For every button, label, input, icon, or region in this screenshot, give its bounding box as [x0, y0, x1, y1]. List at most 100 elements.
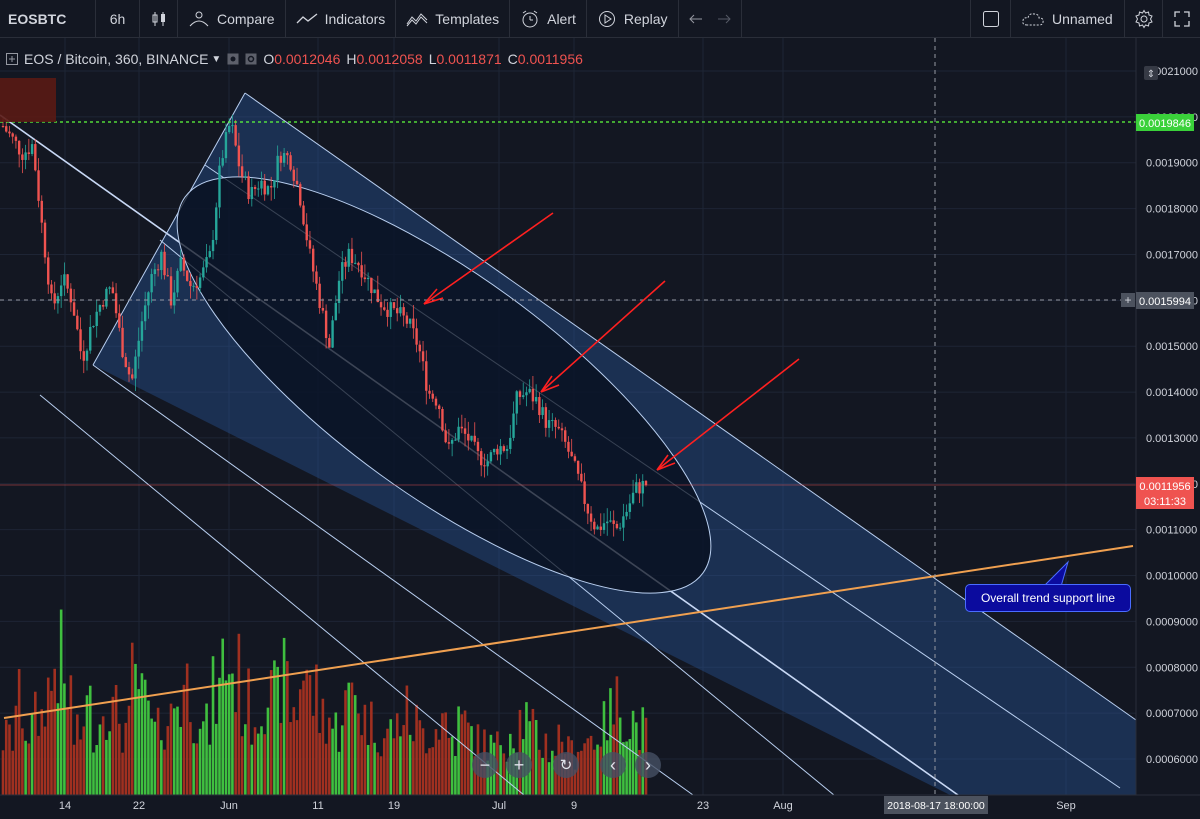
chart-svg[interactable]: 0.00210000.00200000.00190000.00180000.00…: [0, 38, 1200, 819]
candle-body: [218, 165, 221, 208]
replay-label: Replay: [623, 10, 668, 27]
candle-body: [631, 492, 635, 504]
candle-body: [599, 526, 602, 530]
compare-button[interactable]: Compare: [178, 0, 286, 38]
bar-countdown-label: 03:11:33: [1144, 496, 1186, 508]
volume-bar: [56, 703, 60, 795]
volume-bar: [415, 704, 418, 795]
scroll-right-button[interactable]: ›: [635, 752, 661, 778]
zoom-out-button[interactable]: −: [472, 752, 498, 778]
candle-body: [315, 271, 318, 284]
undo-icon[interactable]: [688, 13, 703, 25]
scroll-left-button[interactable]: ‹: [600, 752, 626, 778]
highlight-box[interactable]: [0, 78, 56, 122]
candle-body: [153, 269, 157, 275]
series-title[interactable]: EOS / Bitcoin, 360, BINANCE: [24, 51, 209, 67]
candle-body: [644, 480, 648, 486]
volume-bar: [609, 688, 612, 795]
volume-bar: [34, 691, 37, 795]
redo-icon[interactable]: [717, 13, 731, 25]
price-tick-label: 0.0008000: [1146, 662, 1198, 674]
price-ellipse[interactable]: [120, 108, 767, 662]
volume-bar: [431, 747, 435, 795]
volume-bar: [140, 673, 144, 795]
channel-top-line[interactable]: [244, 92, 1137, 721]
volume-bar: [328, 717, 331, 795]
candles-icon: [152, 11, 165, 26]
zoom-in-button[interactable]: +: [506, 752, 532, 778]
volume-bar: [502, 753, 506, 795]
volume-bar: [169, 703, 173, 795]
candle-body: [618, 527, 622, 529]
channel-lower-line[interactable]: [39, 394, 531, 801]
resistance-price-tag: [1136, 114, 1194, 131]
candle-body: [17, 140, 21, 155]
candle-body: [502, 446, 506, 451]
crosshair-plus-button[interactable]: [1121, 293, 1135, 307]
volume-bar: [253, 727, 257, 795]
price-tick-label: 0.0009000: [1146, 616, 1198, 628]
candle-body: [499, 446, 502, 455]
time-axis-labels: 14 22 Jun 11 19 Jul 9 23 Aug Sep: [59, 800, 1076, 812]
volume-bar: [266, 707, 270, 795]
candle-body: [244, 176, 247, 178]
volume-bar: [615, 676, 619, 795]
volume-bar: [279, 722, 283, 795]
candle-body: [53, 293, 56, 304]
volume-bar: [118, 723, 121, 795]
volume-bar: [1, 750, 5, 795]
caret-down-icon[interactable]: ▼: [211, 53, 222, 65]
arrow-1[interactable]: [423, 212, 554, 305]
arrow-2[interactable]: [540, 280, 666, 393]
channel-mid-line-4[interactable]: [92, 364, 701, 801]
fullscreen-toggle-button[interactable]: [970, 0, 1010, 38]
replay-button[interactable]: Replay: [587, 0, 679, 38]
settings-button[interactable]: [1124, 0, 1162, 38]
candle-body: [425, 361, 428, 391]
alert-button[interactable]: Alert: [510, 0, 587, 38]
layout-save-button[interactable]: Unnamed: [1010, 0, 1124, 38]
arrow-3[interactable]: [656, 358, 800, 471]
low-value: 0.0011871: [436, 51, 502, 67]
alarm-clock-icon: [522, 10, 538, 27]
volume-bar: [195, 743, 199, 795]
chart-type-button[interactable]: [140, 0, 178, 38]
volume-bar: [82, 726, 86, 795]
chevron-right-icon: ›: [645, 754, 651, 775]
volume-bars: [1, 609, 648, 795]
volume-bar: [127, 705, 131, 795]
templates-button[interactable]: Templates: [396, 0, 511, 38]
volume-bar: [473, 756, 477, 795]
layout-name: Unnamed: [1052, 10, 1113, 27]
volume-bar: [292, 707, 296, 795]
candle-body: [227, 126, 231, 133]
eye-icon[interactable]: [227, 53, 239, 65]
plus-square-icon[interactable]: [6, 53, 18, 65]
candle-body: [147, 292, 150, 306]
last-price-tag: [1136, 477, 1194, 509]
settings-small-icon[interactable]: [245, 53, 257, 65]
candle-body: [512, 413, 515, 438]
volume-bar: [360, 735, 363, 795]
volume-bar: [85, 695, 89, 795]
candle-body: [305, 224, 308, 241]
candle-body: [257, 188, 260, 190]
volume-bar: [111, 696, 115, 795]
annotation-callout[interactable]: Overall trend support line: [965, 584, 1131, 612]
indicators-button[interactable]: Indicators: [286, 0, 397, 38]
candle-body: [383, 307, 386, 310]
candle-body: [150, 274, 153, 293]
volume-bar: [593, 749, 596, 795]
chart-area[interactable]: 0.00210000.00200000.00190000.00180000.00…: [0, 38, 1200, 819]
candle-body: [50, 284, 53, 294]
volume-bar: [457, 706, 460, 795]
axis-lock-button[interactable]: [1144, 66, 1158, 80]
candle-body: [350, 248, 354, 264]
candle-body: [260, 180, 263, 189]
symbol-search-button[interactable]: EOSBTC: [0, 0, 96, 38]
reset-chart-button[interactable]: ↻: [553, 752, 579, 778]
fullscreen-button[interactable]: [1162, 0, 1200, 38]
overall-trend-support-line[interactable]: [3, 545, 1134, 719]
resolution-button[interactable]: 6h: [96, 0, 140, 38]
price-axis[interactable]: [1136, 38, 1200, 795]
